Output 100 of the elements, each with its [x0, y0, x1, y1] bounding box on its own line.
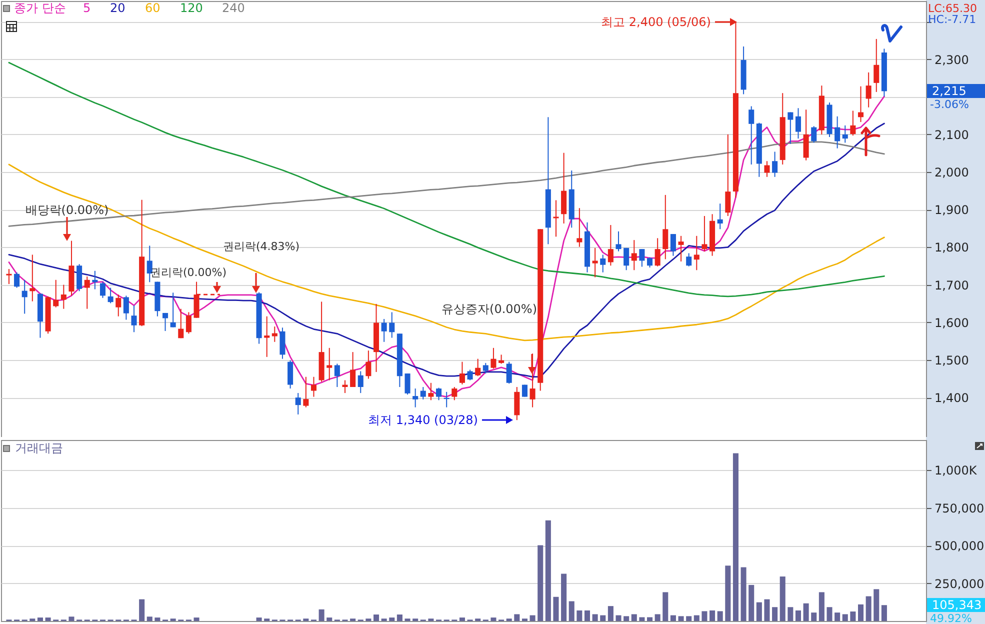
candlestick — [850, 110, 856, 136]
candlestick — [842, 124, 848, 144]
candlestick — [772, 151, 778, 178]
candlestick — [280, 327, 286, 360]
candlestick — [186, 312, 192, 334]
bar — [576, 610, 582, 621]
y-tick-label: 2,000 — [934, 166, 969, 180]
candlestick — [811, 126, 817, 144]
candlestick — [834, 116, 840, 149]
candlestick — [576, 208, 582, 248]
candlestick — [412, 388, 418, 408]
bar — [545, 520, 551, 621]
bar — [710, 610, 716, 621]
candlestick — [662, 194, 668, 260]
annotation: 권리락(0.00%) — [150, 266, 227, 280]
bar — [37, 618, 43, 621]
candlestick — [428, 382, 434, 401]
candlestick — [616, 230, 622, 252]
bar — [795, 610, 802, 621]
y-tick-label: 1,700 — [934, 278, 969, 292]
candlestick — [366, 350, 372, 380]
y-tick-label: 500,000 — [934, 539, 984, 554]
bar — [194, 618, 200, 621]
bar — [874, 589, 880, 621]
text: HC:-7.71 — [928, 13, 976, 27]
candlestick — [100, 281, 106, 298]
y-tick-label: 1,400 — [934, 391, 969, 406]
candlestick — [334, 363, 340, 388]
candlestick — [170, 292, 176, 328]
bar — [850, 611, 856, 621]
candlestick — [482, 362, 488, 374]
candlestick — [326, 347, 332, 381]
text: 20 — [110, 1, 126, 15]
candlestick — [631, 240, 637, 271]
candlestick — [342, 380, 348, 394]
bar — [686, 616, 692, 621]
candlestick — [475, 358, 481, 377]
bar — [592, 614, 598, 621]
text: LC:65.30 — [928, 2, 978, 15]
candlestick — [116, 294, 122, 317]
bar — [647, 617, 653, 621]
bar — [631, 614, 637, 621]
candlestick — [592, 247, 598, 278]
candlestick — [146, 245, 152, 283]
candlestick — [467, 369, 473, 381]
line-series — [8, 62, 885, 298]
y-tick-label: 1,800 — [934, 240, 969, 255]
candlestick — [686, 252, 692, 267]
candlestick — [22, 279, 28, 314]
bar — [740, 567, 746, 621]
bar — [561, 574, 567, 621]
candlestick — [670, 234, 676, 256]
candlestick — [350, 352, 356, 388]
y-tick-label: 1,000K — [934, 464, 978, 478]
bar — [139, 599, 145, 621]
candlestick — [303, 376, 309, 408]
bar — [45, 618, 51, 621]
bar — [154, 618, 160, 621]
candlestick — [498, 354, 504, 364]
candlestick — [420, 386, 426, 400]
candlestick — [295, 392, 301, 415]
bar — [780, 576, 786, 621]
candlestick — [490, 347, 496, 370]
candlestick — [358, 370, 364, 394]
bar — [764, 599, 770, 621]
bar — [514, 614, 520, 621]
bar — [553, 596, 559, 621]
bar — [624, 616, 630, 621]
candlestick — [725, 134, 731, 216]
bar — [654, 614, 660, 621]
bar — [826, 607, 832, 621]
candlestick — [123, 295, 129, 320]
bar — [866, 596, 872, 621]
bar — [788, 607, 794, 621]
text: 240 — [222, 1, 245, 15]
bar — [748, 584, 754, 621]
candlestick — [459, 361, 465, 385]
bar — [717, 611, 723, 621]
bar — [396, 614, 402, 621]
candlestick — [522, 384, 528, 398]
candlestick — [404, 372, 410, 396]
candlestick — [803, 109, 809, 161]
candlestick — [608, 224, 614, 266]
candlestick — [108, 287, 114, 304]
chart-title: 거래대금 — [15, 441, 63, 455]
candlestick — [162, 312, 168, 332]
candlestick — [639, 248, 645, 268]
line-series — [8, 164, 885, 342]
bar — [490, 618, 496, 621]
bar — [600, 615, 606, 621]
candlestick — [84, 276, 90, 310]
candlestick — [288, 360, 294, 390]
candlestick — [131, 304, 137, 333]
candlestick — [647, 256, 653, 268]
candlestick — [452, 386, 458, 401]
candlestick — [561, 152, 567, 224]
text: 49.92% — [930, 612, 972, 624]
candlestick — [624, 247, 630, 271]
bar — [389, 618, 395, 621]
candlestick — [272, 326, 278, 342]
